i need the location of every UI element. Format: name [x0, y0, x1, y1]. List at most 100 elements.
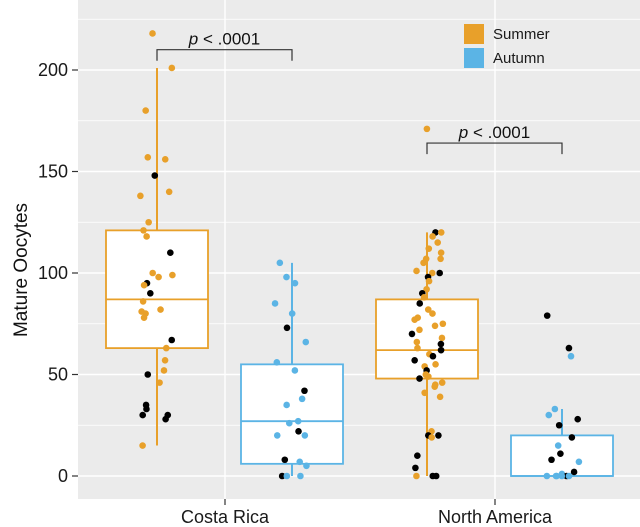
- point-autumn-0-14: [295, 428, 302, 435]
- point-summer-0-14: [155, 273, 162, 281]
- point-summer-1-39: [425, 373, 432, 380]
- point-summer-0-27: [144, 371, 152, 378]
- boxes-layer: [105, 67, 614, 477]
- x-axis-ticks: Costa Rica North America: [181, 499, 553, 527]
- point-summer-1-28: [413, 338, 421, 346]
- point-summer-0-16: [140, 281, 148, 289]
- point-summer-1-8: [437, 255, 444, 263]
- point-summer-0-9: [140, 227, 147, 234]
- point-summer-1-24: [431, 322, 439, 330]
- point-summer-1-29: [437, 340, 445, 348]
- point-summer-1-14: [425, 277, 433, 285]
- point-summer-1-27: [438, 334, 446, 342]
- point-summer-1-26: [408, 330, 416, 338]
- point-summer-0-30: [143, 405, 150, 413]
- point-summer-0-8: [145, 218, 152, 226]
- point-summer-0-0: [149, 30, 156, 37]
- point-autumn-1-19: [543, 472, 551, 480]
- point-autumn-0-15: [301, 432, 309, 439]
- point-summer-0-4: [161, 156, 169, 163]
- point-autumn-1-11: [575, 458, 583, 466]
- point-autumn-1-7: [568, 434, 576, 441]
- sig-label-0: p < .0001: [188, 30, 260, 49]
- point-summer-1-30: [414, 344, 421, 352]
- point-autumn-1-5: [574, 415, 582, 423]
- point-summer-1-11: [436, 269, 443, 277]
- y-tick-label-4: 200: [38, 60, 68, 80]
- point-summer-1-23: [439, 320, 447, 328]
- point-summer-1-50: [414, 452, 421, 460]
- point-summer-0-28: [156, 379, 163, 386]
- point-autumn-1-3: [551, 405, 559, 413]
- point-autumn-1-18: [558, 472, 566, 480]
- point-summer-1-45: [436, 393, 444, 401]
- significance-annotations: p < .0001 p < .0001: [156, 30, 563, 155]
- point-summer-0-6: [165, 188, 173, 196]
- point-summer-1-9: [420, 259, 427, 267]
- point-autumn-0-0: [276, 259, 284, 267]
- point-summer-1-12: [428, 269, 436, 277]
- point-summer-1-5: [425, 245, 433, 252]
- point-summer-1-22: [411, 316, 418, 323]
- point-summer-1-47: [435, 432, 442, 439]
- point-summer-0-19: [157, 306, 164, 313]
- point-summer-1-2: [437, 229, 445, 236]
- sig-label-1: p < .0001: [458, 123, 530, 142]
- point-summer-1-10: [413, 267, 420, 275]
- point-summer-0-22: [138, 308, 145, 315]
- point-autumn-0-9: [301, 387, 308, 395]
- y-tick-label-2: 100: [38, 263, 68, 283]
- point-summer-0-34: [139, 442, 146, 449]
- point-summer-0-10: [143, 233, 150, 240]
- y-tick-label-3: 150: [38, 162, 68, 182]
- point-autumn-0-12: [294, 417, 302, 425]
- y-axis-title: Mature Oocytes: [11, 203, 32, 337]
- point-summer-1-19: [424, 306, 432, 313]
- point-autumn-0-18: [296, 458, 304, 466]
- point-summer-1-49: [428, 434, 435, 441]
- sig-bracket-1: [426, 142, 563, 155]
- point-autumn-0-16: [273, 432, 281, 439]
- x-tick-label-1: North America: [438, 507, 553, 527]
- point-autumn-0-4: [288, 310, 296, 317]
- box-summer-0: [105, 229, 209, 350]
- point-summer-1-17: [420, 294, 428, 301]
- point-summer-0-18: [139, 298, 147, 305]
- point-summer-0-2: [142, 107, 149, 114]
- point-autumn-0-19: [303, 462, 310, 470]
- sig-bracket-0: [156, 49, 293, 61]
- point-autumn-0-13: [285, 419, 293, 427]
- point-summer-1-20: [429, 310, 436, 317]
- point-summer-1-15: [423, 285, 430, 293]
- point-autumn-0-6: [302, 338, 310, 346]
- y-tick-label-1: 50: [48, 365, 68, 385]
- point-summer-1-34: [411, 356, 418, 364]
- point-autumn-1-15: [565, 472, 573, 480]
- point-summer-0-17: [147, 290, 154, 297]
- point-summer-0-7: [137, 192, 144, 200]
- point-autumn-1-0: [543, 312, 551, 319]
- point-autumn-1-2: [567, 352, 575, 360]
- point-autumn-1-10: [548, 456, 555, 464]
- legend-swatch-summer: [464, 24, 484, 44]
- points-layer: [137, 30, 583, 480]
- point-summer-0-25: [161, 356, 169, 364]
- point-autumn-1-4: [545, 411, 553, 419]
- point-autumn-1-12: [570, 468, 578, 476]
- point-summer-0-13: [169, 271, 176, 279]
- point-autumn-0-21: [297, 472, 304, 480]
- legend-label-autumn: Autumn: [493, 50, 545, 67]
- point-summer-1-44: [421, 389, 428, 397]
- point-autumn-0-7: [273, 359, 281, 366]
- point-summer-1-0: [423, 125, 431, 133]
- point-summer-0-12: [149, 269, 156, 277]
- x-tick-label-0: Costa Rica: [181, 507, 270, 527]
- point-summer-0-1: [168, 64, 176, 72]
- point-summer-1-41: [438, 379, 446, 386]
- point-summer-0-23: [168, 336, 176, 344]
- y-tick-label-0: 0: [58, 466, 68, 486]
- point-summer-0-11: [167, 249, 174, 256]
- point-autumn-1-9: [557, 450, 564, 457]
- point-summer-1-54: [413, 472, 420, 480]
